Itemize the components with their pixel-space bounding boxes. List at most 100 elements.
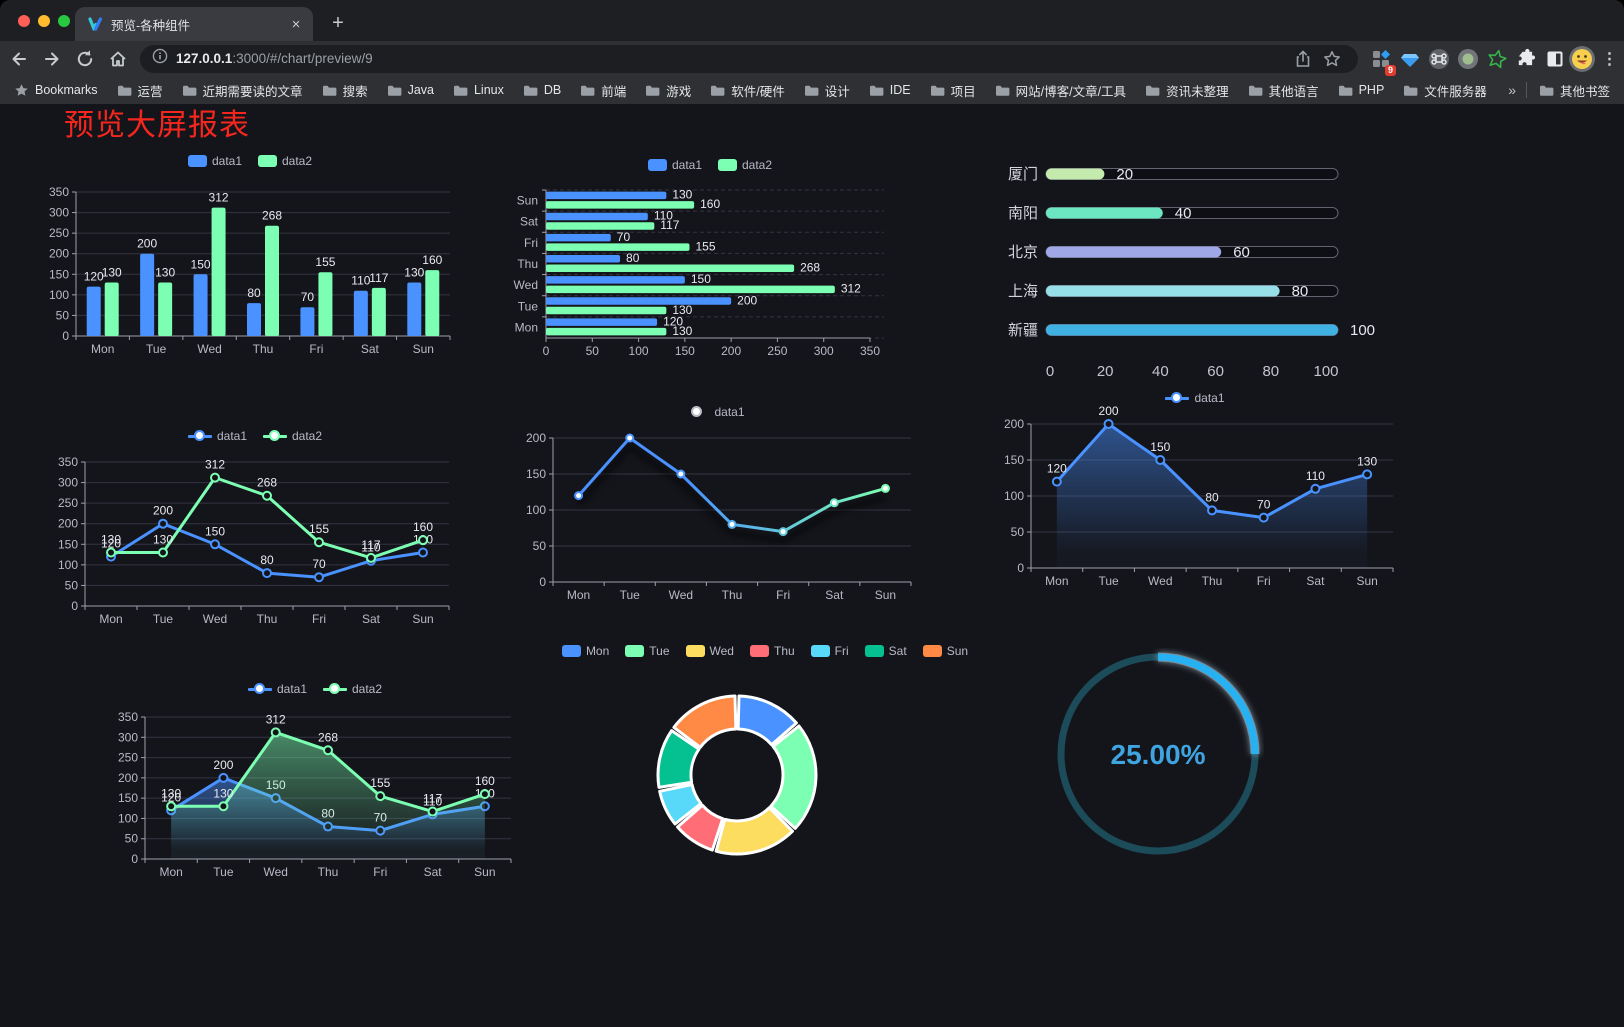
bookmark-folder[interactable]: 文件服务器 bbox=[1403, 81, 1487, 100]
reload-button[interactable] bbox=[71, 45, 99, 73]
legend-item[interactable]: data1 bbox=[187, 154, 242, 168]
profile-avatar[interactable] bbox=[1569, 45, 1595, 72]
svg-text:155: 155 bbox=[695, 239, 715, 253]
legend-item[interactable]: Thu bbox=[749, 644, 795, 658]
bookmark-folder[interactable]: PHP bbox=[1338, 83, 1384, 97]
folder-icon bbox=[1146, 85, 1160, 96]
svg-text:150: 150 bbox=[118, 791, 138, 805]
legend-item[interactable]: data2 bbox=[323, 682, 382, 696]
legend-item[interactable]: data1 bbox=[1165, 391, 1225, 405]
legend-item[interactable]: Wed bbox=[685, 644, 734, 658]
svg-text:50: 50 bbox=[56, 308, 70, 322]
bookmarks-overflow-chevron[interactable]: » bbox=[1508, 82, 1516, 98]
bookmark-folder[interactable]: 前端 bbox=[580, 81, 626, 100]
legend-item[interactable]: Fri bbox=[810, 644, 849, 658]
home-button[interactable] bbox=[104, 45, 132, 73]
legend-label: data2 bbox=[282, 154, 313, 168]
svg-text:60: 60 bbox=[1207, 363, 1224, 380]
legend-item[interactable]: data2 bbox=[258, 154, 312, 168]
svg-text:70: 70 bbox=[312, 557, 326, 571]
share-icon[interactable] bbox=[1288, 45, 1317, 73]
bookmark-folder[interactable]: 资讯未整理 bbox=[1145, 81, 1229, 100]
bookmark-folder[interactable]: 搜索 bbox=[322, 81, 368, 100]
browser-toolbar: 127.0.0.1:3000/#/chart/preview/9 9 ⋮ bbox=[0, 41, 1624, 76]
legend-swatch bbox=[749, 645, 769, 657]
legend-line-marker bbox=[1165, 392, 1190, 405]
svg-text:120: 120 bbox=[663, 314, 683, 328]
svg-text:350: 350 bbox=[118, 710, 138, 724]
bookmark-folder[interactable]: 网站/博客/文章/工具 bbox=[995, 81, 1126, 100]
new-tab-button[interactable]: + bbox=[332, 11, 344, 34]
legend-label: Thu bbox=[773, 644, 795, 658]
site-info-icon[interactable] bbox=[152, 48, 168, 69]
bookmark-folder[interactable]: 其他语言 bbox=[1248, 81, 1319, 100]
bookmark-folder-label: 搜索 bbox=[342, 84, 368, 99]
svg-text:80: 80 bbox=[1205, 490, 1219, 504]
forward-button[interactable] bbox=[38, 45, 66, 73]
legend-line-marker bbox=[247, 683, 272, 696]
svg-text:Wed: Wed bbox=[203, 612, 227, 626]
legend-item[interactable]: Sat bbox=[864, 644, 907, 658]
bookmark-star-icon[interactable] bbox=[1317, 45, 1346, 73]
tab-close-icon[interactable]: × bbox=[291, 15, 301, 33]
svg-text:300: 300 bbox=[814, 344, 834, 358]
bookmark-folder[interactable]: 设计 bbox=[804, 81, 850, 100]
svg-text:160: 160 bbox=[413, 520, 433, 534]
close-window-button[interactable] bbox=[18, 15, 30, 27]
chart-legend: data1 bbox=[505, 405, 925, 419]
legend-item[interactable]: data1 bbox=[247, 682, 307, 696]
address-bar[interactable]: 127.0.0.1:3000/#/chart/preview/9 bbox=[140, 44, 1358, 73]
bookmarks-manager[interactable]: Bookmarks bbox=[14, 83, 98, 98]
svg-text:Wed: Wed bbox=[669, 588, 693, 602]
legend-label: Mon bbox=[585, 644, 610, 658]
extension-gem-icon[interactable] bbox=[1395, 45, 1424, 73]
svg-text:312: 312 bbox=[266, 712, 286, 726]
bookmark-folder-label: 近期需要读的文章 bbox=[202, 84, 303, 99]
bookmark-folder[interactable]: 项目 bbox=[930, 81, 976, 100]
extension-panel-icon[interactable] bbox=[1540, 45, 1569, 73]
svg-text:0: 0 bbox=[539, 575, 546, 589]
minimize-window-button[interactable] bbox=[38, 15, 50, 27]
legend-label: data2 bbox=[292, 429, 323, 443]
bookmark-folder[interactable]: Java bbox=[387, 83, 434, 97]
legend-item[interactable]: Sun bbox=[922, 644, 968, 658]
svg-text:0: 0 bbox=[543, 344, 550, 358]
folder-icon bbox=[322, 85, 336, 96]
extension-grid-icon[interactable]: 9 bbox=[1366, 45, 1396, 76]
bookmark-folder[interactable]: IDE bbox=[869, 83, 911, 97]
svg-text:Sat: Sat bbox=[825, 588, 844, 602]
legend-item[interactable]: data2 bbox=[718, 158, 772, 172]
legend-item[interactable]: data2 bbox=[263, 429, 322, 443]
bookmark-folder[interactable]: 运营 bbox=[117, 81, 163, 100]
back-button[interactable] bbox=[5, 45, 33, 73]
bookmark-folder[interactable]: 近期需要读的文章 bbox=[182, 81, 303, 100]
bookmark-folder[interactable]: DB bbox=[523, 83, 561, 97]
legend-item[interactable]: data1 bbox=[187, 429, 247, 443]
legend-item[interactable]: Mon bbox=[561, 644, 610, 658]
legend-swatch bbox=[718, 159, 737, 171]
menu-icon[interactable]: ⋮ bbox=[1601, 50, 1618, 68]
bookmark-folder-label: 软件/硬件 bbox=[731, 84, 785, 99]
svg-text:0: 0 bbox=[71, 599, 78, 613]
svg-text:Wed: Wed bbox=[263, 865, 287, 879]
extension-record-icon[interactable] bbox=[1453, 45, 1482, 73]
extension-star-icon[interactable] bbox=[1482, 45, 1511, 73]
bookmark-folder[interactable]: 游戏 bbox=[645, 81, 691, 100]
svg-text:110: 110 bbox=[654, 209, 673, 223]
legend-label: Sat bbox=[888, 644, 907, 658]
bookmark-folder[interactable]: Linux bbox=[453, 83, 504, 97]
legend-item[interactable]: data1 bbox=[685, 405, 745, 419]
legend-item[interactable]: Tue bbox=[625, 644, 670, 658]
svg-text:80: 80 bbox=[1262, 363, 1279, 380]
extension-command-icon[interactable] bbox=[1424, 45, 1453, 73]
browser-tab[interactable]: 预览-各种组件 × bbox=[75, 7, 313, 41]
svg-text:130: 130 bbox=[672, 188, 692, 202]
extension-puzzle-icon[interactable] bbox=[1511, 45, 1540, 73]
folder-icon bbox=[1248, 85, 1262, 96]
svg-text:Fri: Fri bbox=[373, 865, 387, 879]
legend-item[interactable]: data1 bbox=[647, 158, 702, 172]
bookmark-folder[interactable]: 软件/硬件 bbox=[710, 81, 785, 100]
star-icon bbox=[15, 83, 28, 96]
zoom-window-button[interactable] bbox=[58, 15, 70, 27]
other-bookmarks-folder[interactable]: 其他书签 bbox=[1539, 81, 1610, 100]
